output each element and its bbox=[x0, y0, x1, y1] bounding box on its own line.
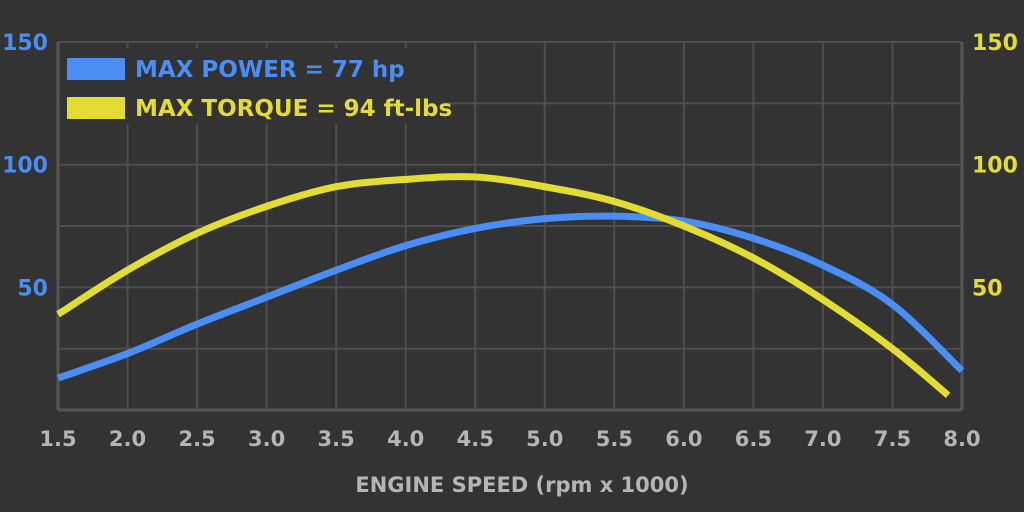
x-tick-label: 5.0 bbox=[526, 427, 563, 451]
x-tick-label: 2.0 bbox=[109, 427, 146, 451]
x-tick-label: 7.0 bbox=[804, 427, 841, 451]
axis-ticks: 1.5 2.0 2.5 3.0 3.5 4.0 4.5 5.0 5.5 6.0 6.5 7.0 7.5 8… bbox=[2, 31, 1018, 451]
x-axis-title: ENGINE SPEED (rpm x 1000) bbox=[355, 473, 688, 497]
x-tick-label: 4.5 bbox=[457, 427, 494, 451]
legend-label-power: MAX POWER = 77 hp bbox=[135, 57, 405, 83]
x-tick-label: 3.5 bbox=[318, 427, 355, 451]
legend-swatch-torque bbox=[67, 97, 125, 119]
x-tick-label: 6.5 bbox=[735, 427, 772, 451]
y-left-tick-label: 100 bbox=[2, 154, 48, 179]
legend-label-torque: MAX TORQUE = 94 ft-lbs bbox=[135, 96, 452, 122]
y-left-tick-label: 150 bbox=[2, 31, 48, 56]
y-right-tick-label: 100 bbox=[972, 154, 1018, 179]
torque-series-line bbox=[56, 173, 951, 398]
power-series-line bbox=[56, 212, 965, 382]
y-right-tick-label: 50 bbox=[972, 276, 1003, 301]
y-right-tick-label: 150 bbox=[972, 31, 1018, 56]
legend: MAX POWER = 77 hp MAX TORQUE = 94 ft-lbs bbox=[60, 48, 452, 124]
x-tick-label: 5.5 bbox=[596, 427, 633, 451]
series-lines bbox=[56, 173, 965, 398]
x-tick-label: 4.0 bbox=[387, 427, 424, 451]
x-tick-label: 6.0 bbox=[665, 427, 702, 451]
x-tick-label: 7.5 bbox=[874, 427, 911, 451]
x-tick-label: 1.5 bbox=[39, 427, 76, 451]
legend-swatch-power bbox=[67, 58, 125, 80]
x-tick-label: 3.0 bbox=[248, 427, 285, 451]
x-tick-label: 8.0 bbox=[943, 427, 980, 451]
x-tick-label: 2.5 bbox=[178, 427, 215, 451]
y-left-tick-label: 50 bbox=[17, 276, 48, 301]
